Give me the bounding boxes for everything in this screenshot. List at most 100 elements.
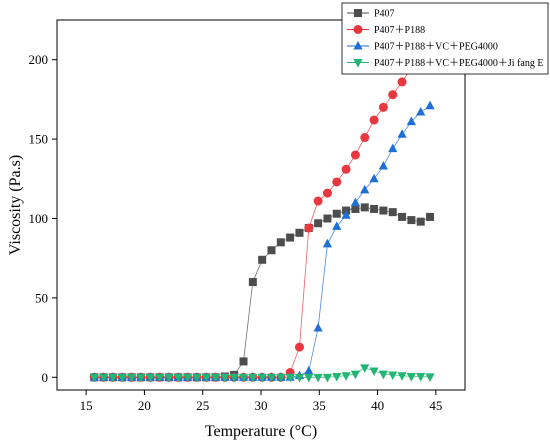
data-point-s3 [276,373,286,383]
data-point-s2 [332,221,342,230]
data-point-s3 [304,373,314,383]
data-point-s0 [248,278,257,287]
data-point-s3 [350,370,361,380]
axes [52,19,466,395]
data-point-s1 [350,150,360,160]
data-point-s0 [314,219,323,228]
y-tick-label: 100 [29,211,49,226]
data-point-s3 [378,370,388,380]
data-point-s3 [108,373,118,383]
x-tick-label: 15 [80,398,93,413]
y-tick-label: 200 [29,52,49,67]
data-point-s1 [313,196,323,206]
legend-label-3: P407＋P188＋VC＋PEG4000＋Ji fang E [374,58,543,69]
data-point-s3 [257,373,267,383]
data-point-s2 [369,173,379,183]
legend-marker-1 [353,25,363,34]
x-tick-label: 45 [429,398,442,413]
data-point-s1 [388,90,398,100]
data-point-s2 [350,197,361,207]
data-point-s3 [294,373,305,383]
data-point-s3 [210,373,221,383]
data-point-s1 [304,223,314,233]
data-point-s3 [285,373,295,383]
data-point-s1 [360,133,370,143]
data-point-s3 [238,373,249,383]
series-markers [89,42,435,383]
data-point-s0 [267,246,276,255]
data-point-s2 [313,322,323,332]
data-point-s2 [341,210,351,219]
data-point-s3 [182,373,193,383]
x-tick-label: 25 [196,398,209,413]
x-tick-label: 30 [255,398,268,413]
data-point-s3 [369,367,379,377]
data-point-s0 [407,216,416,225]
data-point-s3 [89,373,99,383]
data-point-s2 [388,143,398,153]
data-point-s2 [425,100,435,110]
data-point-s0 [323,214,332,223]
y-tick-label: 150 [29,132,49,147]
data-point-s1 [322,188,332,198]
data-point-s3 [99,373,109,383]
x-tick-label: 40 [371,398,384,413]
data-point-s0 [258,255,267,264]
data-point-s0 [370,204,379,213]
data-point-s2 [304,365,314,375]
data-point-s0 [276,238,285,247]
data-point-s2 [397,129,407,138]
data-point-s1 [341,164,351,174]
data-point-s1 [294,342,304,352]
data-point-s2 [322,238,333,248]
tick-labels: 15 20 25 30 35 40 45 0 50 100 150 200 [29,52,443,413]
data-point-s3 [248,373,258,383]
legend: P407 P407＋P188 P407＋P188＋VC＋PEG4000 P407＋P1… [341,2,549,75]
data-point-s1 [332,177,342,187]
data-point-s0 [426,212,435,221]
data-point-s2 [360,184,370,194]
legend-box [341,2,549,75]
data-point-s3 [192,373,202,383]
legend-marker-2 [353,40,363,50]
data-point-s0 [295,228,304,237]
data-point-s3 [127,373,137,383]
data-point-s3 [388,371,398,381]
data-point-s3 [266,373,277,383]
data-point-s2 [406,116,416,126]
data-point-s1 [378,102,388,112]
data-point-s0 [416,217,425,226]
data-point-s2 [378,160,388,170]
data-point-s0 [360,203,369,212]
data-point-s3 [229,373,239,383]
data-point-s3 [220,373,230,383]
data-point-s0 [388,208,397,217]
series-line-2 [94,105,431,378]
data-point-s0 [398,212,407,221]
data-point-s3 [201,373,211,383]
x-tick-label: 20 [138,398,151,413]
plot-frame [56,19,466,391]
data-point-s3 [154,373,165,383]
legend-marker-3 [353,59,363,68]
y-tick-label: 50 [35,290,48,305]
data-point-s0 [239,357,248,366]
data-point-s0 [351,204,360,213]
legend-label-2: P407＋P188＋VC＋PEG4000 [374,42,498,53]
x-tick-label: 35 [313,398,326,413]
series-line-0 [94,206,431,378]
data-point-s0 [332,209,341,218]
data-point-s3 [164,373,174,383]
data-point-s1 [397,77,407,87]
data-point-s3 [425,373,435,382]
y-tick-label: 0 [42,370,49,385]
data-point-s1 [369,115,379,125]
data-point-s3 [117,373,127,383]
data-point-s3 [341,372,351,381]
legend-label-0: P407 [374,9,395,20]
data-point-s3 [173,373,183,383]
data-point-s3 [313,373,323,383]
x-axis-label: Temperature (°C) [205,423,317,440]
data-point-s3 [360,364,370,373]
